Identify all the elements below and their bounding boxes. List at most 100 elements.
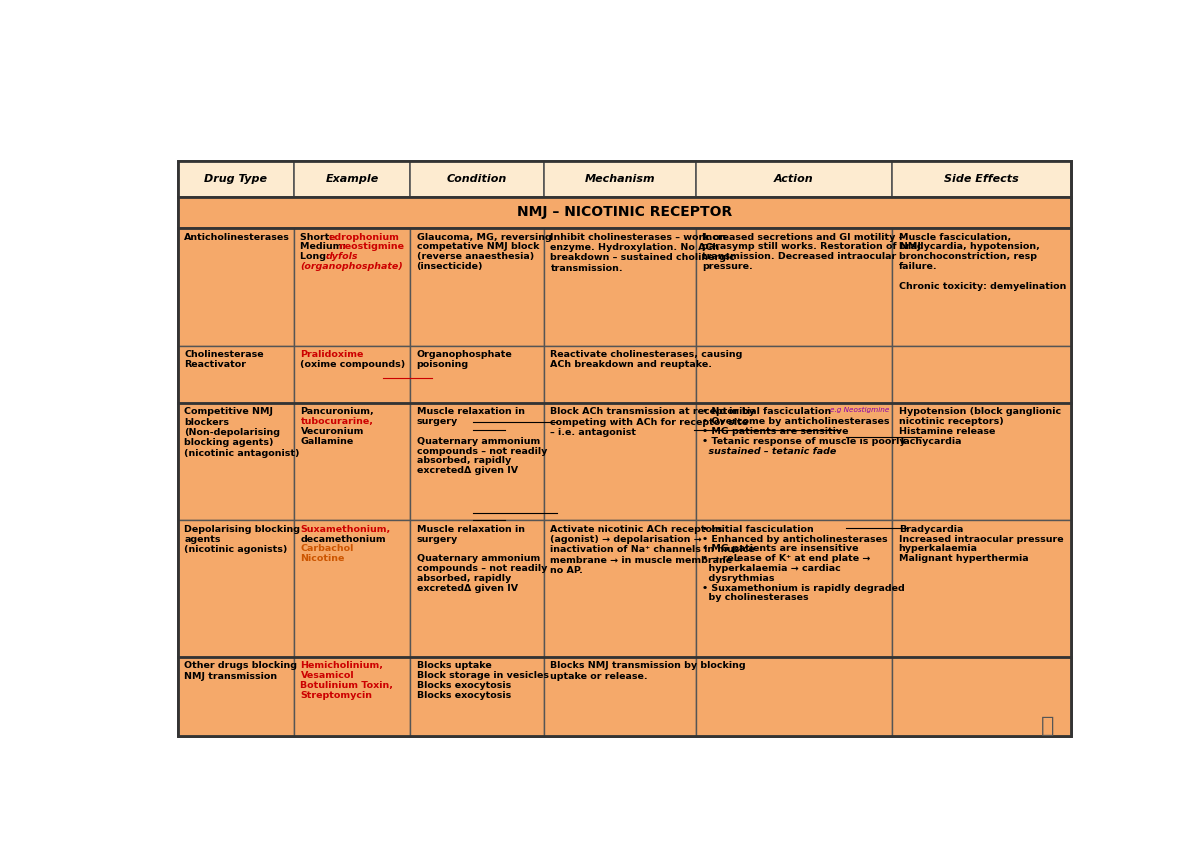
Text: Drug Type: Drug Type	[204, 174, 268, 183]
Text: • → release of K⁺ at end plate →: • → release of K⁺ at end plate →	[702, 554, 871, 563]
Text: neostigmine: neostigmine	[338, 243, 404, 251]
Text: bronchoconstriction, resp: bronchoconstriction, resp	[899, 252, 1037, 261]
Text: Bradycardia: Bradycardia	[899, 525, 964, 534]
Text: Short:: Short:	[300, 233, 337, 242]
Text: Botulinium Toxin,: Botulinium Toxin,	[300, 681, 394, 690]
Text: Cholinesterase
Reactivator: Cholinesterase Reactivator	[185, 350, 264, 369]
Text: Glaucoma, MG, reversing: Glaucoma, MG, reversing	[416, 233, 551, 242]
Text: 🗒: 🗒	[1040, 717, 1054, 736]
FancyBboxPatch shape	[892, 160, 1070, 197]
Text: transmission. Decreased intraocular: transmission. Decreased intraocular	[702, 252, 896, 261]
Text: Streptomycin: Streptomycin	[300, 690, 372, 700]
FancyBboxPatch shape	[178, 228, 294, 346]
FancyBboxPatch shape	[696, 656, 892, 736]
Text: Action: Action	[774, 174, 814, 183]
Text: NMJ – NICOTINIC RECEPTOR: NMJ – NICOTINIC RECEPTOR	[517, 205, 732, 219]
FancyBboxPatch shape	[178, 160, 1070, 736]
Text: Hypotension (block ganglionic: Hypotension (block ganglionic	[899, 408, 1061, 416]
Text: surgery: surgery	[416, 535, 457, 543]
Text: Nicotine: Nicotine	[300, 554, 344, 563]
FancyBboxPatch shape	[892, 228, 1070, 346]
Text: • Tetanic response of muscle is poorly: • Tetanic response of muscle is poorly	[702, 436, 906, 446]
Text: Increased intraocular pressure: Increased intraocular pressure	[899, 535, 1063, 543]
Text: Depolarising blocking
agents
(nicotinic agonists): Depolarising blocking agents (nicotinic …	[185, 525, 300, 554]
FancyBboxPatch shape	[294, 402, 410, 520]
Text: Carbachol: Carbachol	[300, 544, 354, 554]
FancyBboxPatch shape	[410, 402, 544, 520]
Text: Condition: Condition	[446, 174, 508, 183]
Text: Gallamine: Gallamine	[300, 436, 354, 446]
FancyBboxPatch shape	[696, 402, 892, 520]
Text: poisoning: poisoning	[416, 360, 469, 369]
Text: Chronic toxicity: demyelination: Chronic toxicity: demyelination	[899, 282, 1066, 290]
Text: e.g Neostigmine: e.g Neostigmine	[829, 408, 889, 413]
Text: Long:: Long:	[300, 252, 334, 261]
FancyBboxPatch shape	[892, 402, 1070, 520]
Text: Increased secretions and GI motility –: Increased secretions and GI motility –	[702, 233, 904, 242]
Text: pressure.: pressure.	[702, 262, 752, 271]
Text: compounds – not readily: compounds – not readily	[416, 564, 547, 573]
Text: excretedΔ given IV: excretedΔ given IV	[416, 466, 517, 475]
Text: competative NMJ block: competative NMJ block	[416, 243, 539, 251]
Text: edrophonium: edrophonium	[329, 233, 400, 242]
FancyBboxPatch shape	[178, 656, 294, 736]
Text: nicotinic receptors): nicotinic receptors)	[899, 417, 1003, 426]
FancyBboxPatch shape	[892, 656, 1070, 736]
Text: Blocks uptake: Blocks uptake	[416, 661, 491, 670]
Text: decamethonium: decamethonium	[300, 535, 386, 543]
Text: bradycardia, hypotension,: bradycardia, hypotension,	[899, 243, 1039, 251]
FancyBboxPatch shape	[892, 346, 1070, 402]
Text: Pralidoxime: Pralidoxime	[300, 350, 364, 359]
FancyBboxPatch shape	[178, 346, 294, 402]
FancyBboxPatch shape	[696, 346, 892, 402]
Text: Block ACh transmission at receptor by
competing with ACh for receptor site
– i.e: Block ACh transmission at receptor by co…	[551, 408, 755, 437]
Text: parasymp still works. Restoration of NMJ: parasymp still works. Restoration of NMJ	[702, 243, 922, 251]
Text: dysrythmias: dysrythmias	[702, 574, 775, 582]
Text: Quaternary ammonium: Quaternary ammonium	[416, 554, 540, 563]
Text: Competitive NMJ
blockers
(Non-depolarising
blocking agents)
(nicotinic antagonis: Competitive NMJ blockers (Non-depolarisi…	[185, 408, 300, 458]
Text: excretedΔ given IV: excretedΔ given IV	[416, 583, 517, 593]
Text: • Overcome by anticholinesterases: • Overcome by anticholinesterases	[702, 417, 889, 426]
FancyBboxPatch shape	[178, 520, 294, 656]
FancyBboxPatch shape	[410, 228, 544, 346]
FancyBboxPatch shape	[892, 520, 1070, 656]
FancyBboxPatch shape	[178, 197, 1070, 228]
Text: (insecticide): (insecticide)	[416, 262, 484, 271]
FancyBboxPatch shape	[410, 520, 544, 656]
Text: Inhibit cholinesterases – work on
enzyme. Hydroxylation. No ACh
breakdown – sust: Inhibit cholinesterases – work on enzyme…	[551, 233, 736, 273]
Text: (organophosphate): (organophosphate)	[300, 262, 403, 271]
Text: Mechanism: Mechanism	[584, 174, 655, 183]
Text: Pancuronium,: Pancuronium,	[300, 408, 374, 416]
Text: • MG patients are insensitive: • MG patients are insensitive	[702, 544, 859, 554]
Text: Vesamicol: Vesamicol	[300, 671, 354, 680]
Text: (oxime compounds): (oxime compounds)	[300, 360, 406, 369]
Text: failure.: failure.	[899, 262, 937, 271]
Text: Muscle relaxation in: Muscle relaxation in	[416, 525, 524, 534]
Text: Blocks exocytosis: Blocks exocytosis	[416, 690, 511, 700]
FancyBboxPatch shape	[294, 656, 410, 736]
FancyBboxPatch shape	[294, 160, 410, 197]
Text: absorbed, rapidly: absorbed, rapidly	[416, 456, 511, 465]
FancyBboxPatch shape	[178, 160, 294, 197]
FancyBboxPatch shape	[696, 520, 892, 656]
FancyBboxPatch shape	[294, 520, 410, 656]
FancyBboxPatch shape	[544, 656, 696, 736]
Text: Malignant hyperthermia: Malignant hyperthermia	[899, 554, 1028, 563]
FancyBboxPatch shape	[544, 346, 696, 402]
Text: hyperkalaemia → cardiac: hyperkalaemia → cardiac	[702, 564, 841, 573]
Text: (reverse anaesthesia): (reverse anaesthesia)	[416, 252, 534, 261]
Text: hyperkalaemia: hyperkalaemia	[899, 544, 978, 554]
Text: Example: Example	[325, 174, 379, 183]
Text: dyfols: dyfols	[326, 252, 359, 261]
FancyBboxPatch shape	[544, 402, 696, 520]
Text: • Enhanced by anticholinesterases: • Enhanced by anticholinesterases	[702, 535, 888, 543]
Text: tubocurarine,: tubocurarine,	[300, 417, 373, 426]
Text: Suxamethonium,: Suxamethonium,	[300, 525, 391, 534]
Text: Hemicholinium,: Hemicholinium,	[300, 661, 384, 670]
Text: Activate nicotinic ACh receptors
(agonist) → depolarisation →
inactivation of Na: Activate nicotinic ACh receptors (agonis…	[551, 525, 755, 576]
Text: by cholinesterases: by cholinesterases	[702, 593, 809, 603]
FancyBboxPatch shape	[178, 402, 294, 520]
Text: Other drugs blocking
NMJ transmission: Other drugs blocking NMJ transmission	[185, 661, 298, 681]
Text: Muscle relaxation in: Muscle relaxation in	[416, 408, 524, 416]
Text: Blocks NMJ transmission by blocking
uptake or release.: Blocks NMJ transmission by blocking upta…	[551, 661, 746, 681]
